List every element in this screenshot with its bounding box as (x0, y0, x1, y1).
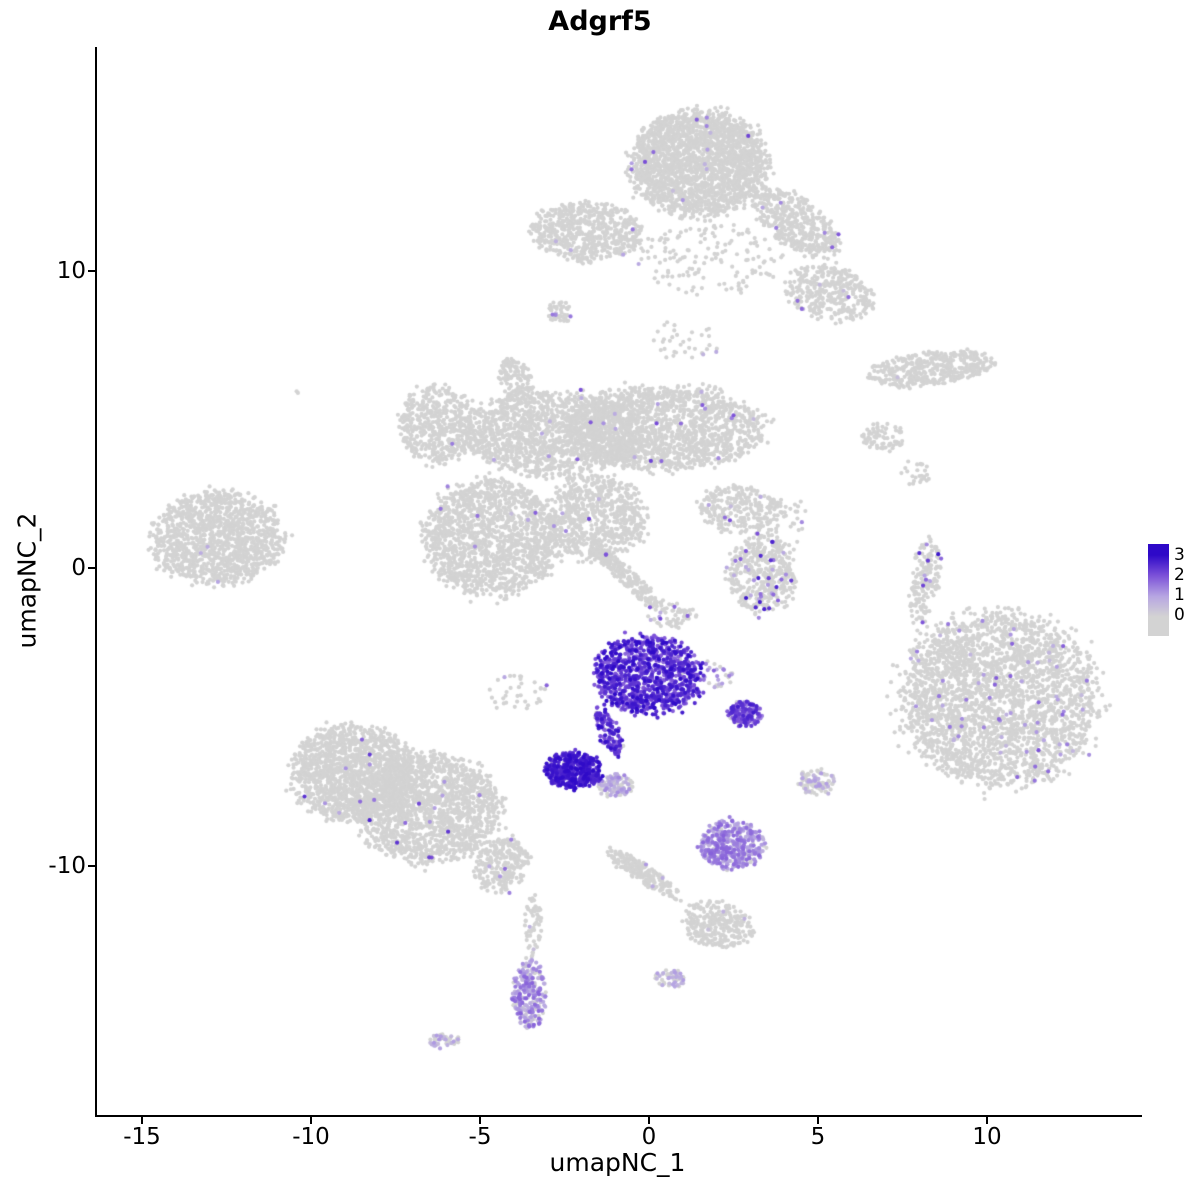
x-tick-mark (479, 1116, 481, 1124)
x-tick-label: -5 (468, 1124, 492, 1150)
x-tick-label: 10 (972, 1124, 1002, 1150)
y-tick-label: -10 (48, 852, 86, 879)
y-tick-mark (88, 567, 96, 569)
plot-area (95, 47, 1142, 1117)
x-tick-label: 5 (810, 1124, 826, 1150)
legend-label: 2 (1174, 565, 1185, 585)
x-tick-mark (817, 1116, 819, 1124)
y-axis-label: umapNC_2 (12, 512, 42, 649)
x-tick-mark (986, 1116, 988, 1124)
x-tick-mark (648, 1116, 650, 1124)
chart-title: Adgrf5 (548, 6, 652, 37)
x-tick-label: -15 (123, 1124, 161, 1150)
legend-label: 3 (1174, 545, 1185, 565)
x-tick-label: -10 (292, 1124, 330, 1150)
x-tick-mark (310, 1116, 312, 1124)
legend-label: 1 (1174, 585, 1185, 605)
umap-scatter-canvas (97, 47, 1142, 1115)
y-tick-label: 0 (71, 555, 86, 581)
legend-gradient-bar (1148, 544, 1169, 636)
x-axis-label: umapNC_1 (549, 1148, 686, 1177)
y-tick-mark (88, 864, 96, 867)
y-tick-label: 10 (56, 257, 86, 284)
x-tick-label: 0 (641, 1124, 657, 1150)
y-tick-mark (88, 269, 96, 272)
legend-label: 0 (1174, 605, 1185, 625)
x-tick-mark (141, 1116, 143, 1124)
